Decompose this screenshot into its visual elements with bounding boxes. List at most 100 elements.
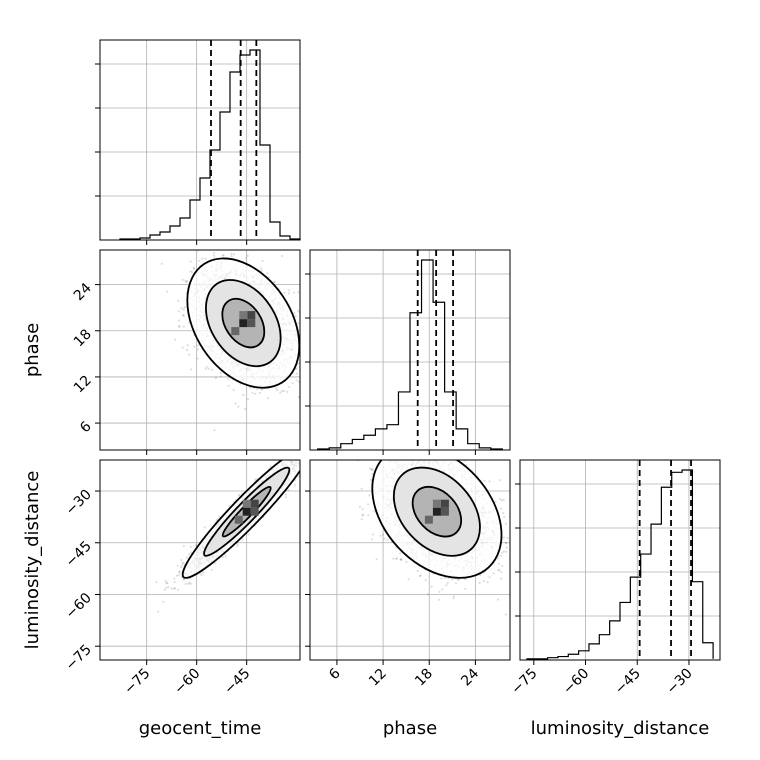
sample-point [218, 515, 221, 518]
sample-point [188, 581, 191, 584]
hist-panel-luminosity-distance [526, 460, 714, 660]
sample-point [283, 291, 286, 295]
sample-point [221, 556, 224, 559]
sample-point [295, 379, 298, 382]
sample-point [286, 390, 289, 393]
sample-point [204, 367, 207, 370]
sample-point [207, 367, 210, 370]
sample-point [276, 389, 279, 392]
sample-point [182, 314, 185, 317]
sample-point [260, 388, 263, 391]
sample-point [232, 388, 235, 391]
sample-point [190, 368, 193, 371]
sample-point [314, 443, 316, 445]
sample-point [181, 278, 184, 281]
sample-point [180, 307, 183, 310]
sample-point [322, 438, 324, 440]
sample-point [204, 257, 207, 260]
sample-point [312, 431, 314, 433]
sample-point [223, 226, 225, 228]
sample-point [300, 454, 302, 456]
sample-point [305, 448, 307, 450]
sample-point [247, 533, 250, 536]
sample-point [302, 334, 304, 336]
sample-point [295, 452, 297, 454]
sample-point [160, 262, 163, 265]
sample-point [191, 270, 194, 274]
sample-point [289, 457, 291, 459]
sample-point [301, 466, 303, 468]
sample-point [317, 396, 319, 398]
sample-point [173, 338, 177, 341]
sample-point [282, 389, 286, 392]
sample-point [319, 436, 321, 438]
sample-point [219, 375, 222, 378]
sample-point [299, 456, 301, 458]
sample-point [174, 587, 177, 590]
histogram-step-phase [317, 259, 503, 450]
density-cell [247, 319, 256, 328]
sample-point [258, 391, 261, 395]
sample-point [186, 344, 189, 347]
sample-point [297, 322, 300, 325]
sample-point [177, 573, 180, 577]
sample-point [213, 562, 216, 565]
sample-point [306, 455, 308, 457]
sample-point [185, 556, 188, 559]
sample-point [303, 463, 305, 465]
sample-point [279, 391, 282, 394]
sample-point [178, 570, 181, 573]
sample-point [173, 580, 176, 584]
sample-point [189, 582, 192, 585]
sample-point [303, 371, 305, 373]
density-cell [247, 311, 256, 320]
sample-point [197, 344, 200, 347]
sample-point [177, 310, 180, 313]
sample-point [302, 446, 304, 448]
sample-point [236, 543, 239, 546]
sample-point [292, 457, 294, 459]
sample-point [182, 561, 185, 564]
sample-point [196, 348, 199, 351]
sample-point [320, 430, 322, 432]
sample-point [230, 252, 233, 256]
sample-point [201, 257, 204, 260]
density-cell [239, 311, 248, 320]
sample-point [163, 588, 166, 592]
sample-point [214, 376, 218, 379]
sample-point [249, 386, 252, 389]
sample-point [233, 253, 236, 256]
sample-point [237, 405, 240, 408]
sample-point [227, 384, 230, 387]
sample-point [311, 446, 313, 448]
sample-point [288, 458, 290, 460]
sample-point [189, 545, 192, 549]
sample-point [334, 414, 336, 416]
sample-point [251, 391, 254, 394]
sample-point [242, 393, 245, 396]
sample-point [164, 579, 167, 583]
sample-point [183, 306, 186, 309]
sample-point [294, 315, 297, 318]
sample-point [260, 267, 263, 270]
sample-point [296, 456, 298, 458]
sample-point [297, 291, 300, 294]
sample-point [293, 457, 295, 459]
sample-point [291, 382, 294, 385]
sample-point [305, 458, 307, 460]
sample-point [190, 551, 193, 554]
sample-point [303, 341, 305, 343]
sample-point [314, 442, 316, 444]
sample-point [193, 267, 196, 271]
sample-point [203, 526, 206, 529]
sample-point [184, 279, 187, 282]
sample-point [285, 451, 287, 453]
sample-point [184, 582, 187, 586]
sample-point [304, 462, 306, 464]
sample-point [297, 475, 300, 478]
sample-point [260, 269, 263, 272]
sample-point [254, 478, 257, 481]
sample-point [307, 458, 309, 460]
sample-point [293, 291, 296, 294]
sample-point [284, 454, 286, 456]
